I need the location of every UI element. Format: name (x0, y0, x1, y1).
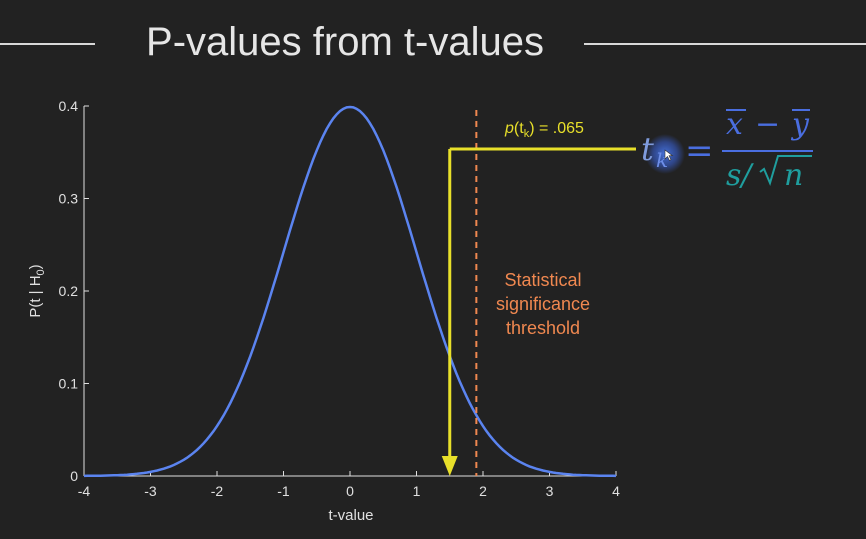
x-tick-label: 0 (346, 483, 354, 499)
x-axis-label: t-value (328, 507, 373, 524)
axes: -4 -3 -2 -1 0 1 2 3 4 0 0.1 0.2 0.3 0.4 t-value P(t | H… (27, 98, 620, 524)
x-tick-label: 3 (546, 483, 554, 499)
x-tick-label: -2 (211, 483, 224, 499)
p-value-label: p(tk) = .065 (504, 120, 584, 140)
annotation-layer: Statistical significance threshold p(tk) = … (441, 110, 636, 476)
x-tick-label: 2 (479, 483, 487, 499)
threshold-label-line: threshold (506, 318, 580, 338)
threshold-label-line: significance (496, 294, 590, 314)
x-tick-label: -4 (78, 483, 91, 499)
curve-layer (83, 105, 617, 478)
y-tick-label: 0.3 (59, 191, 79, 207)
p-value-arrowhead (441, 456, 458, 476)
y-tick-label: 0.4 (59, 98, 79, 114)
y-tick-label: 0.2 (59, 283, 79, 299)
x-tick-label: -1 (277, 483, 290, 499)
x-tick-label: 1 (413, 483, 421, 499)
title-rule-right (584, 43, 866, 45)
x-tick-label: 4 (612, 483, 620, 499)
title-rule-left (0, 43, 95, 45)
threshold-label-line: Statistical (504, 270, 581, 290)
density-curve (83, 105, 617, 478)
y-axis-label: P(t | H0) (27, 264, 47, 317)
y-tick-label: 0.1 (59, 376, 79, 392)
y-tick-label: 0 (70, 468, 78, 484)
x-tick-label: -3 (144, 483, 157, 499)
slide-title: P-values from t-values (146, 20, 544, 64)
